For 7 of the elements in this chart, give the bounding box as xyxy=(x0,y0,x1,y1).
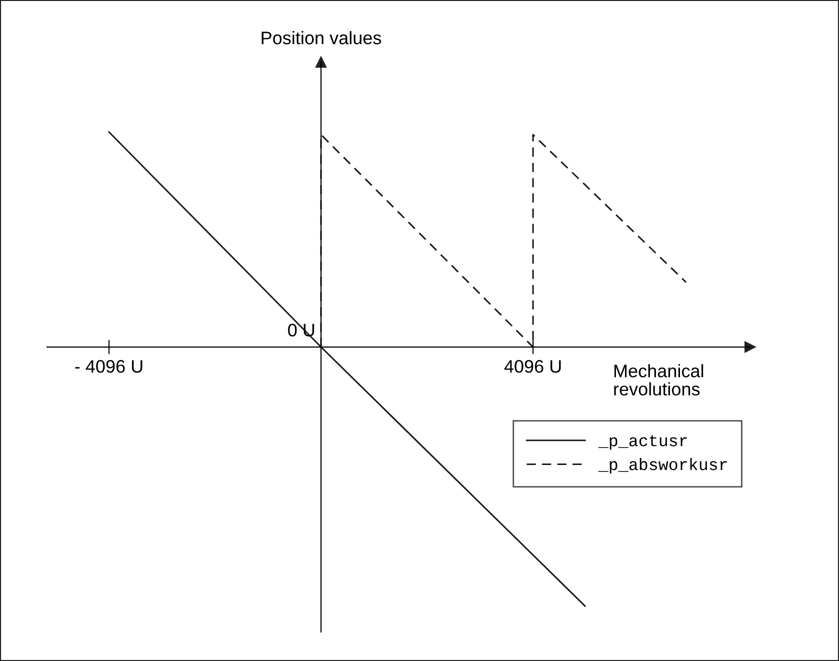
annotation: 0 U xyxy=(288,324,314,337)
x-tick-label: 4096 U xyxy=(504,360,561,373)
x-tick-label: - 4096 U xyxy=(75,360,142,373)
x-axis-title: Mechanical revolutions xyxy=(614,364,704,396)
legend-label: _p_actusr xyxy=(598,435,687,450)
legend-label: _p_absworkusr xyxy=(598,458,727,474)
y-axis-title: Position values xyxy=(262,31,382,44)
